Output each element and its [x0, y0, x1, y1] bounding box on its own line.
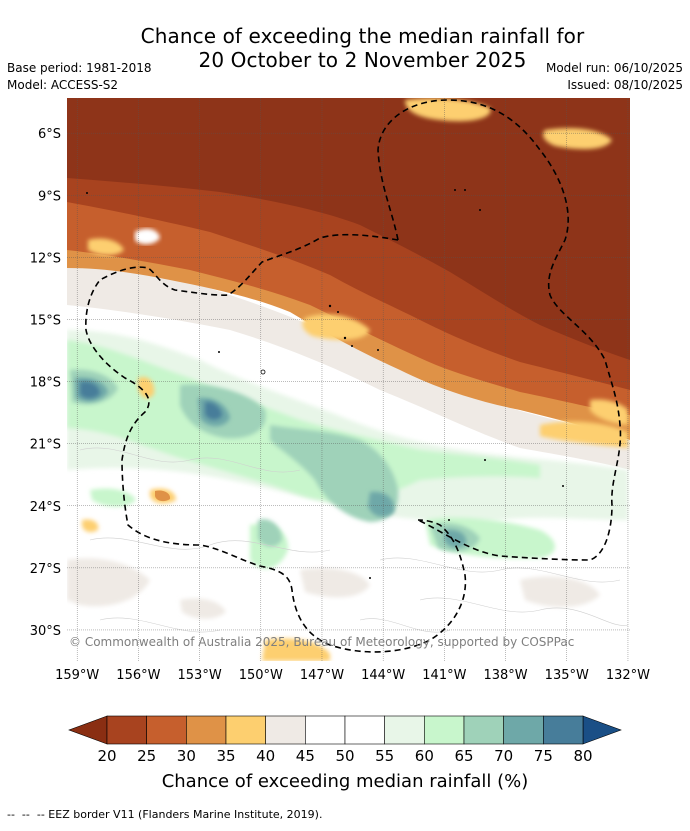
- colorbar-tick-label: 65: [454, 747, 473, 765]
- eez-line-b: [85, 233, 467, 653]
- islands: [86, 189, 564, 579]
- colorbar-swatch: [384, 715, 425, 745]
- colorbar-tick-label: 35: [216, 747, 235, 765]
- colorbar-swatch: [265, 715, 306, 745]
- colorbar-swatch: [463, 715, 504, 745]
- latitude-tick-label: 12°S: [30, 251, 61, 266]
- colorbar-swatch: [503, 715, 544, 745]
- model-name: Model: ACCESS-S2: [7, 78, 119, 92]
- title-line-2: 20 October to 2 November 2025: [198, 48, 527, 72]
- colorbar-tick-label: 50: [335, 747, 354, 765]
- latitude-tick-label: 9°S: [38, 189, 61, 204]
- longitude-tick-label: 150°W: [239, 668, 283, 683]
- contour-lines: [79, 447, 629, 633]
- field-40-45-band: [67, 262, 630, 470]
- field-70-80: [75, 377, 467, 548]
- base-period: Base period: 1981-2018: [7, 61, 152, 75]
- latitude-tick-label: 18°S: [30, 376, 61, 391]
- title-line-1: Chance of exceeding the median rainfall …: [140, 24, 585, 48]
- colorbar-swatch: [106, 715, 147, 745]
- longitude-tick-label: 138°W: [483, 668, 527, 683]
- colorbar: 20 25 30 35 40 45 50 55 60 65 70 75 80 Chance of exc…: [68, 715, 622, 792]
- map-title: Chance of exceeding the median rainfall …: [0, 24, 690, 72]
- colorbar-swatch: [186, 715, 227, 745]
- longitude-tick-label: 159°W: [55, 668, 99, 683]
- colorbar-tick-label: 75: [534, 747, 553, 765]
- colorbar-swatch: [225, 715, 266, 745]
- longitude-tick-label: 135°W: [545, 668, 589, 683]
- latitude-tick-label: 24°S: [30, 500, 61, 515]
- colorbar-swatch: [305, 715, 346, 745]
- longitude-tick-label: 147°W: [300, 668, 344, 683]
- eez-line-a: [377, 99, 622, 561]
- colorbar-title: Chance of exceeding median rainfall (%): [162, 771, 529, 792]
- colorbar-swatch: [424, 715, 465, 745]
- run-info: Model run: 06/10/2025 Issued: 08/10/2025: [546, 60, 683, 94]
- longitude-tick-label: 144°W: [361, 668, 405, 683]
- colorbar-tick-label: 80: [573, 747, 592, 765]
- model-info: Base period: 1981-2018 Model: ACCESS-S2: [7, 60, 152, 94]
- colorbar-swatch: [543, 715, 584, 745]
- model-run-date: Model run: 06/10/2025: [545, 61, 683, 75]
- colorbar-low-arrow: [68, 715, 108, 745]
- latitude-ticks: 6°S 9°S 12°S 15°S 18°S 21°S 24°S 27°S 30°S: [30, 127, 61, 639]
- colorbar-swatches: [106, 715, 584, 745]
- latitude-tick-label: 15°S: [30, 313, 61, 328]
- latitude-tick-label: 21°S: [30, 438, 61, 453]
- colorbar-tick-label: 45: [296, 747, 315, 765]
- colorbar-tick-label: 60: [415, 747, 434, 765]
- field-south-orange-patch: [155, 490, 171, 502]
- issued-date: Issued: 08/10/2025: [567, 78, 683, 92]
- colorbar-swatch: [344, 715, 385, 745]
- colorbar-tick-label: 40: [256, 747, 275, 765]
- colorbar-tick-label: 25: [137, 747, 156, 765]
- colorbar-swatch: [146, 715, 187, 745]
- longitude-tick-label: 141°W: [422, 668, 466, 683]
- field-south-low-patches: [67, 558, 600, 619]
- latitude-tick-label: 6°S: [38, 127, 61, 142]
- field-below-20: [67, 98, 630, 360]
- longitude-tick-label: 132°W: [606, 668, 650, 683]
- colorbar-high-arrow: [582, 715, 622, 745]
- colorbar-labels: 20 25 30 35 40 45 50 55 60 65 70 75 80: [97, 747, 592, 765]
- field-45-50-patch: [135, 228, 160, 245]
- latitude-tick-label: 30°S: [30, 624, 61, 639]
- field-above-75: [80, 381, 222, 420]
- map-copyright: © Commonwealth of Australia 2025, Bureau…: [69, 635, 574, 649]
- eez-borders: [85, 99, 622, 653]
- colorbar-tick-label: 20: [97, 747, 116, 765]
- longitude-ticks: 159°W 156°W 153°W 150°W 147°W 144°W 141°W 138°W…: [55, 668, 650, 683]
- latitude-tick-label: 27°S: [30, 562, 61, 577]
- eez-source-footnote: -- -- -- EEZ border V11 (Flanders Marine…: [7, 808, 323, 821]
- colorbar-tick-label: 70: [494, 747, 513, 765]
- rainfall-field: © Commonwealth of Australia 2025, Bureau…: [67, 98, 630, 661]
- colorbar-tick-label: 30: [177, 747, 196, 765]
- longitude-tick-label: 153°W: [178, 668, 222, 683]
- colorbar-tick-label: 55: [375, 747, 394, 765]
- longitude-tick-label: 156°W: [116, 668, 160, 683]
